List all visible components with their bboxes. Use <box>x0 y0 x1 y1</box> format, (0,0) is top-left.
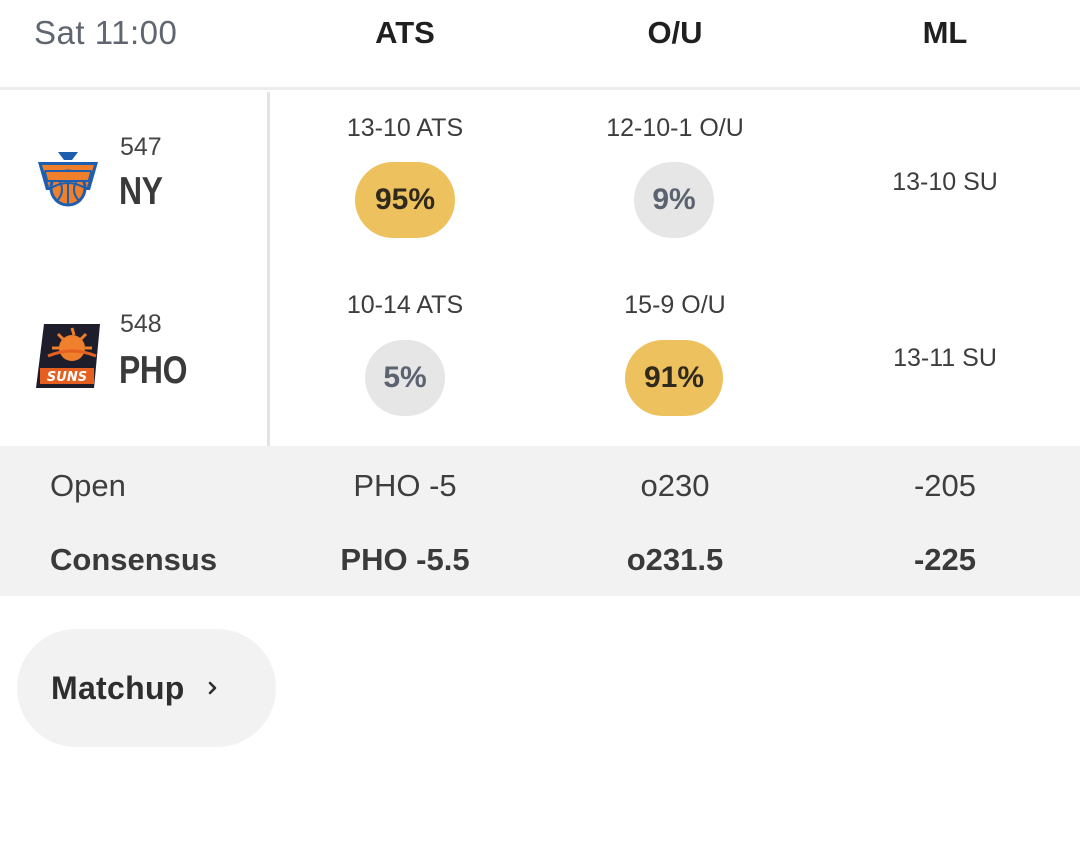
ats-record: 10-14 ATS <box>346 291 464 319</box>
matchup-button[interactable]: Matchup <box>17 629 276 747</box>
ats-percentage-badge[interactable]: 5% <box>365 340 445 416</box>
su-record: 13-11 SU <box>893 344 997 372</box>
ou-percentage-badge[interactable]: 91% <box>625 340 723 416</box>
rotation-number: 548 <box>120 310 162 338</box>
team-abbreviation: NY <box>119 170 163 213</box>
ou-percentage-badge[interactable]: 9% <box>634 162 714 238</box>
matchup-button-label: Matchup <box>51 669 185 706</box>
column-header-ats: ATS <box>375 15 435 50</box>
rotation-number: 547 <box>120 133 162 161</box>
betting-lines-section: Open PHO -5 o230 -205 Consensus PHO -5.5… <box>0 446 1080 596</box>
ats-record: 13-10 ATS <box>346 114 464 142</box>
open-ats-line: PHO -5 <box>353 468 457 503</box>
suns-logo-icon: SUNS <box>36 324 100 388</box>
team-abbreviation: PHO <box>119 349 188 392</box>
chevron-right-icon <box>208 681 216 695</box>
open-line-label: Open <box>50 468 126 503</box>
consensus-line-label: Consensus <box>50 542 218 577</box>
column-header-ml: ML <box>922 15 968 50</box>
knicks-logo-icon <box>38 152 98 207</box>
ats-percentage-badge[interactable]: 95% <box>355 162 455 238</box>
svg-text:SUNS: SUNS <box>47 370 87 385</box>
ou-record: 15-9 O/U <box>624 291 726 319</box>
su-record: 13-10 SU <box>892 168 998 196</box>
open-ml-line: -205 <box>913 468 977 503</box>
column-header-ou: O/U <box>647 15 703 50</box>
open-ou-line: o230 <box>640 468 710 503</box>
consensus-ml-line: -225 <box>913 542 977 577</box>
ou-record: 12-10-1 O/U <box>606 114 744 142</box>
consensus-ou-line: o231.5 <box>626 542 724 577</box>
column-divider <box>267 92 270 596</box>
consensus-ats-line: PHO -5.5 <box>340 542 470 577</box>
game-time: Sat 11:00 <box>34 14 178 51</box>
card-header: Sat 11:00 ATS O/U ML <box>0 0 1080 90</box>
